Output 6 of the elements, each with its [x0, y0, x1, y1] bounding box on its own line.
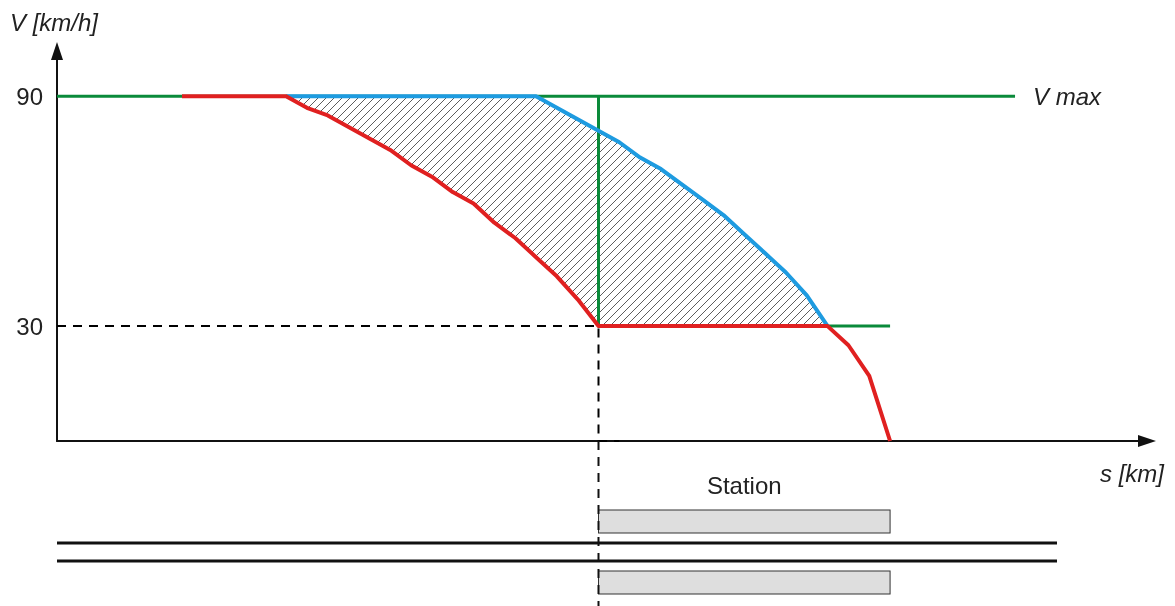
y-tick-label: 30 [16, 312, 43, 340]
y-tick-label: 90 [16, 82, 43, 110]
series-label: V max [1033, 82, 1103, 110]
y-axis-title: V [km/h] [10, 8, 100, 36]
text: Station [706, 471, 782, 499]
x-axis-title: s [km] [1100, 459, 1166, 487]
